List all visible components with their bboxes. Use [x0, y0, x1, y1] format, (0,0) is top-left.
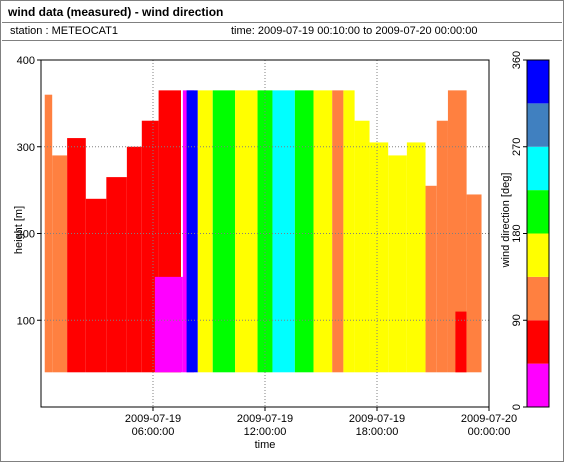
- heatmap-cell-8: [154, 276, 183, 373]
- x-tick-label-date-0: 2009-07-19: [125, 413, 181, 425]
- station-label: station : METEOCAT1: [10, 25, 118, 37]
- colorbar-bin-6: [527, 103, 549, 147]
- heatmap-cell-26: [447, 90, 467, 373]
- heatmap-cell-3: [85, 198, 107, 373]
- x-tick-label-time-0: 06:00:00: [132, 426, 175, 438]
- heatmap-cell-24: [425, 185, 437, 373]
- colorbar-bin-5: [527, 146, 549, 191]
- colorbar: 0 90 180 270 360: [511, 51, 550, 410]
- heatmap-cell-6: [141, 120, 159, 373]
- window-title-bar: wind data (measured) - wind direction: [2, 2, 562, 23]
- heatmap-cell-22: [388, 155, 407, 373]
- colorbar-tick-label-1: 90: [511, 314, 523, 326]
- heatmap-cell-5: [126, 146, 142, 373]
- x-tick-label-time-1: 12:00:00: [244, 426, 287, 438]
- y-tick-label-1: 200: [17, 229, 35, 241]
- heatmap-cell-11: [197, 90, 213, 373]
- colorbar-bin-7: [527, 60, 549, 104]
- colorbar-tick-label-4: 360: [511, 51, 523, 69]
- heatmap-cell-19: [343, 90, 355, 373]
- info-bar: station : METEOCAT1 time: 2009-07-19 00:…: [2, 23, 562, 41]
- heatmap-cell-1: [52, 155, 68, 373]
- heatmap-cell-2: [67, 138, 86, 373]
- heatmap-cell-20: [354, 120, 370, 373]
- x-tick-label-date-1: 2009-07-19: [237, 413, 293, 425]
- y-axis-label: height [m]: [13, 206, 25, 254]
- colorbar-bin-4: [527, 190, 549, 234]
- y-tick-label-2: 300: [17, 142, 35, 154]
- x-tick-label-time-3: 00:00:00: [468, 426, 511, 438]
- heatmap-cell-21: [369, 142, 389, 373]
- heatmap-cell-13: [235, 90, 258, 373]
- colorbar-bin-1: [527, 320, 549, 364]
- time-range-label: time: 2009-07-19 00:10:00 to 2009-07-20 …: [231, 25, 478, 37]
- x-tick-label-date-2: 2009-07-19: [349, 413, 405, 425]
- heatmap-cell-0: [44, 94, 53, 373]
- heatmap-cell-25: [436, 120, 448, 373]
- plot-area: [44, 90, 482, 373]
- heatmap-cell-12: [212, 90, 236, 373]
- heatmap-cell-16: [294, 90, 314, 373]
- colorbar-tick-label-2: 180: [511, 224, 523, 242]
- heatmap-cell-18: [332, 90, 344, 373]
- colorbar-bin-2: [527, 276, 549, 321]
- colorbar-label: wind direction [deg]: [500, 173, 512, 269]
- y-tick-label-0: 100: [17, 315, 35, 327]
- axes: 1002003004002009-07-1906:00:002009-07-19…: [17, 55, 518, 438]
- x-axis-label: time: [255, 439, 276, 451]
- heatmap-cell-17: [313, 90, 333, 373]
- colorbar-bin-0: [527, 363, 549, 407]
- colorbar-bin-3: [527, 233, 549, 277]
- heatmap-cell-10: [186, 90, 198, 373]
- heatmap-cell-23: [406, 142, 426, 373]
- heatmap-cell-28: [466, 194, 482, 373]
- heatmap-cell-15: [272, 90, 295, 373]
- colorbar-tick-label-3: 270: [511, 138, 523, 156]
- window-title: wind data (measured) - wind direction: [8, 5, 224, 19]
- x-tick-label-time-2: 18:00:00: [356, 426, 399, 438]
- colorbar-tick-label-0: 0: [511, 404, 523, 410]
- y-tick-label-3: 400: [17, 55, 35, 67]
- x-tick-label-date-3: 2009-07-20: [461, 413, 517, 425]
- heatmap-cell-27: [455, 311, 467, 373]
- heatmap-cell-4: [106, 177, 127, 373]
